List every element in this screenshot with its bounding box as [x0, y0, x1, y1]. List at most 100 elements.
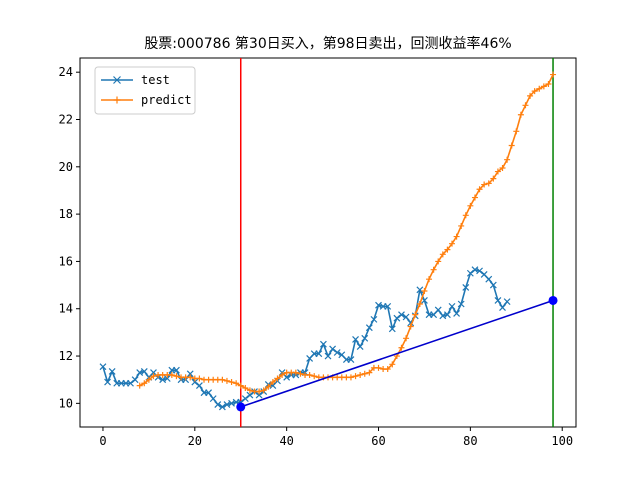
test-point — [324, 352, 332, 360]
test-point — [466, 269, 474, 277]
y-tick-label: 22 — [59, 113, 73, 127]
test-point — [140, 367, 148, 375]
predict-point — [150, 373, 157, 380]
predict-point — [430, 266, 437, 273]
test-point — [457, 300, 465, 308]
test-point — [246, 391, 254, 399]
predict-point — [279, 371, 286, 378]
test-point — [163, 375, 171, 382]
test-point — [443, 311, 451, 319]
y-tick-label: 14 — [59, 302, 73, 316]
predict-point — [494, 168, 501, 175]
predict-point — [242, 384, 249, 391]
trade-line — [240, 299, 554, 408]
legend: test predict — [94, 66, 196, 115]
predict-point — [439, 251, 446, 258]
predict-point — [136, 382, 143, 389]
y-tick-label: 18 — [59, 207, 73, 221]
predict-point — [173, 373, 180, 380]
x-tick-label: 0 — [99, 434, 106, 448]
predict-point — [508, 142, 515, 149]
predict-point — [545, 81, 552, 88]
predict-point — [366, 369, 373, 376]
test-point — [108, 367, 116, 375]
x-axis-ticks: 0 20 40 60 80 100 — [99, 427, 573, 448]
test-point — [489, 281, 497, 289]
predict-point — [145, 376, 152, 383]
predict-point — [237, 382, 244, 389]
y-tick-label: 24 — [59, 65, 73, 79]
y-axis-ticks: 10 12 14 16 18 20 22 24 — [59, 65, 80, 410]
x-tick-label: 80 — [463, 434, 477, 448]
predict-point — [357, 371, 364, 378]
predict-point — [311, 373, 318, 380]
y-tick-label: 12 — [59, 349, 73, 363]
chart-title: 股票:000786 第30日买入，第98日卖出，回测收益率46% — [144, 35, 511, 52]
predict-point — [550, 71, 557, 78]
predict-point — [292, 369, 299, 376]
predict-point — [407, 323, 414, 330]
predict-point — [219, 376, 226, 383]
legend-marker-predict — [113, 96, 121, 104]
test-point — [499, 304, 506, 311]
predict-point — [389, 361, 396, 368]
test-point — [503, 298, 511, 306]
predict-point — [471, 194, 478, 201]
test-point — [476, 267, 483, 275]
predict-point — [246, 387, 253, 394]
predict-point — [375, 364, 382, 371]
predict-point — [540, 83, 547, 90]
predict-point — [223, 377, 230, 384]
test-point — [241, 395, 249, 403]
predict-point — [444, 246, 451, 253]
y-tick-label: 20 — [59, 160, 73, 174]
predict-point — [421, 287, 428, 294]
test-point — [319, 340, 327, 348]
predict-point — [269, 379, 276, 386]
predict-point — [196, 375, 203, 382]
test-point — [485, 275, 493, 283]
predict-point — [522, 102, 529, 109]
sell-point — [548, 295, 558, 305]
test-point — [384, 302, 392, 310]
predict-point — [412, 311, 419, 318]
predict-point — [233, 380, 240, 387]
x-tick-label: 100 — [551, 434, 573, 448]
test-point — [347, 356, 355, 364]
test-point — [218, 403, 226, 411]
predict-point — [352, 373, 359, 380]
x-tick-label: 20 — [188, 434, 202, 448]
legend-label-test: test — [141, 73, 170, 87]
test-point — [173, 366, 180, 374]
test-point — [205, 389, 213, 397]
test-point — [402, 313, 410, 321]
predict-point — [297, 370, 304, 377]
predict-point — [228, 379, 235, 386]
predict-point — [476, 186, 483, 193]
test-point — [370, 315, 378, 323]
test-point — [494, 297, 502, 304]
predict-point — [435, 258, 442, 265]
legend-marker-test — [113, 76, 121, 84]
predict-point — [274, 375, 281, 382]
predict-point — [347, 374, 354, 381]
predict-point — [416, 301, 423, 307]
test-point — [195, 382, 203, 390]
predict-point — [499, 164, 506, 171]
test-point — [191, 378, 199, 386]
predict-point — [485, 180, 492, 187]
predict-point — [168, 371, 175, 378]
legend-box — [94, 66, 196, 115]
predict-point — [187, 374, 194, 381]
test-point — [209, 395, 217, 403]
test-point — [255, 391, 263, 399]
predict-point — [453, 233, 460, 240]
test-point — [416, 286, 424, 294]
series-lines — [99, 71, 557, 411]
predict-point — [513, 128, 520, 135]
predict-point — [517, 111, 524, 118]
test-point — [329, 345, 337, 353]
predict-point — [265, 383, 272, 390]
predict-point — [481, 181, 488, 188]
test-point — [214, 401, 222, 408]
